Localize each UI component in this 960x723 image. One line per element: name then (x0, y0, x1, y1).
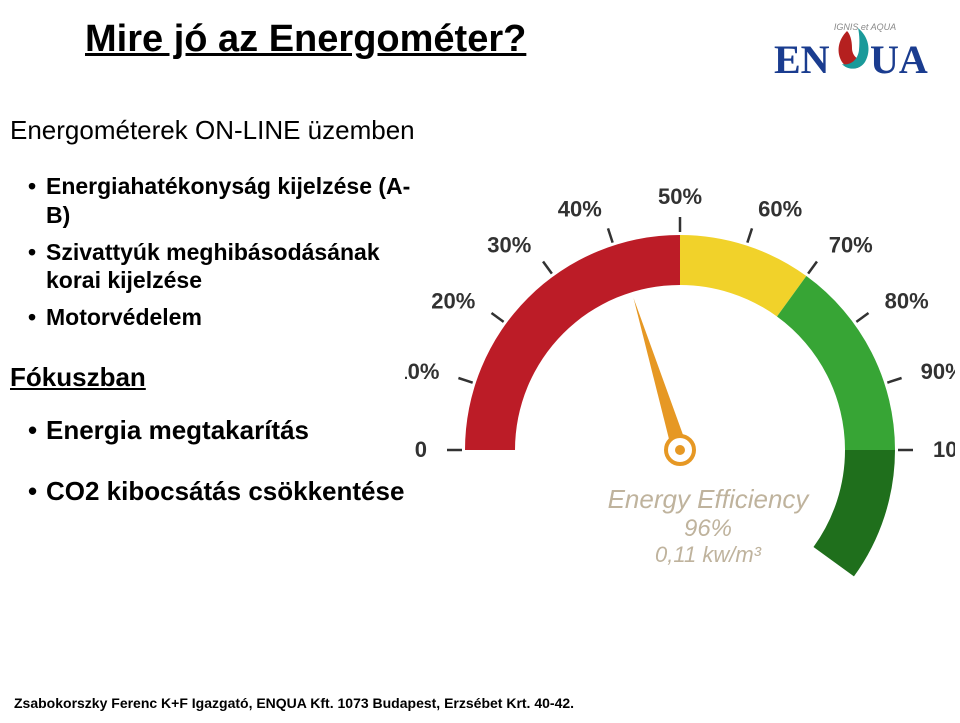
gauge-tick (856, 313, 868, 322)
enqua-logo: IGNIS et AQUA EN UA (770, 18, 930, 86)
gauge-segment (777, 276, 895, 450)
gauge-tick (747, 228, 752, 242)
gauge-tick-label: 10% (405, 359, 439, 384)
bullet-item: CO2 kibocsátás csökkentése (28, 476, 430, 507)
svg-text:UA: UA (870, 37, 928, 82)
focus-title: Fókuszban (10, 362, 430, 393)
gauge-tick-label: 90% (921, 359, 955, 384)
bullet-item: Energiahatékonyság kijelzése (A-B) (28, 172, 430, 230)
footer-text: Zsabokorszky Ferenc K+F Igazgató, ENQUA … (14, 695, 574, 711)
content-block: Energométerek ON-LINE üzemben Energiahat… (10, 115, 430, 537)
bullet-item: Motorvédelem (28, 303, 430, 332)
gauge-needle (634, 298, 688, 452)
gauge-tick (887, 378, 901, 383)
gauge-tick (808, 261, 817, 273)
gauge-tick-label: 20% (431, 288, 475, 313)
gauge-center-sub: 0,11 kw/m³ (655, 542, 762, 567)
focus-bullets: Energia megtakarítás CO2 kibocsátás csökk… (10, 415, 430, 507)
gauge-tick-label: 80% (885, 288, 929, 313)
gauge-tick-label: 0 (415, 437, 427, 462)
gauge-tick (543, 261, 552, 273)
gauge-tick (491, 313, 503, 322)
gauge-tick (458, 378, 472, 383)
svg-text:IGNIS et AQUA: IGNIS et AQUA (834, 22, 896, 32)
bullet-item: Energia megtakarítás (28, 415, 430, 446)
gauge-center-value: 96% (684, 515, 732, 542)
gauge-center-title: Energy Efficiency (608, 484, 811, 514)
gauge-tick-label: 100% (933, 437, 955, 462)
gauge-hub-center (675, 445, 685, 455)
page-title: Mire jó az Energométer? (85, 18, 526, 61)
gauge-tick-label: 30% (487, 232, 531, 257)
gauge-tick-label: 60% (758, 196, 802, 221)
gauge-tick-label: 40% (558, 196, 602, 221)
subtitle: Energométerek ON-LINE üzemben (10, 115, 430, 146)
gauge-segment (813, 450, 895, 576)
gauge-tick (608, 228, 613, 242)
gauge-tick-label: 70% (829, 232, 873, 257)
gauge-tick-label: 50% (658, 184, 702, 209)
svg-text:EN: EN (774, 37, 830, 82)
main-bullets: Energiahatékonyság kijelzése (A-B) Szivat… (10, 172, 430, 332)
efficiency-gauge: 0 10% 20% 30% 40% 50% 60% 70% 80% 90% 100% Energy E… (405, 100, 955, 650)
bullet-item: Szivattyúk meghibásodásának korai kijelz… (28, 238, 430, 296)
